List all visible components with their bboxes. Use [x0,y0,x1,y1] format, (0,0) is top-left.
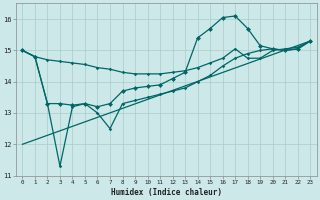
X-axis label: Humidex (Indice chaleur): Humidex (Indice chaleur) [111,188,222,197]
